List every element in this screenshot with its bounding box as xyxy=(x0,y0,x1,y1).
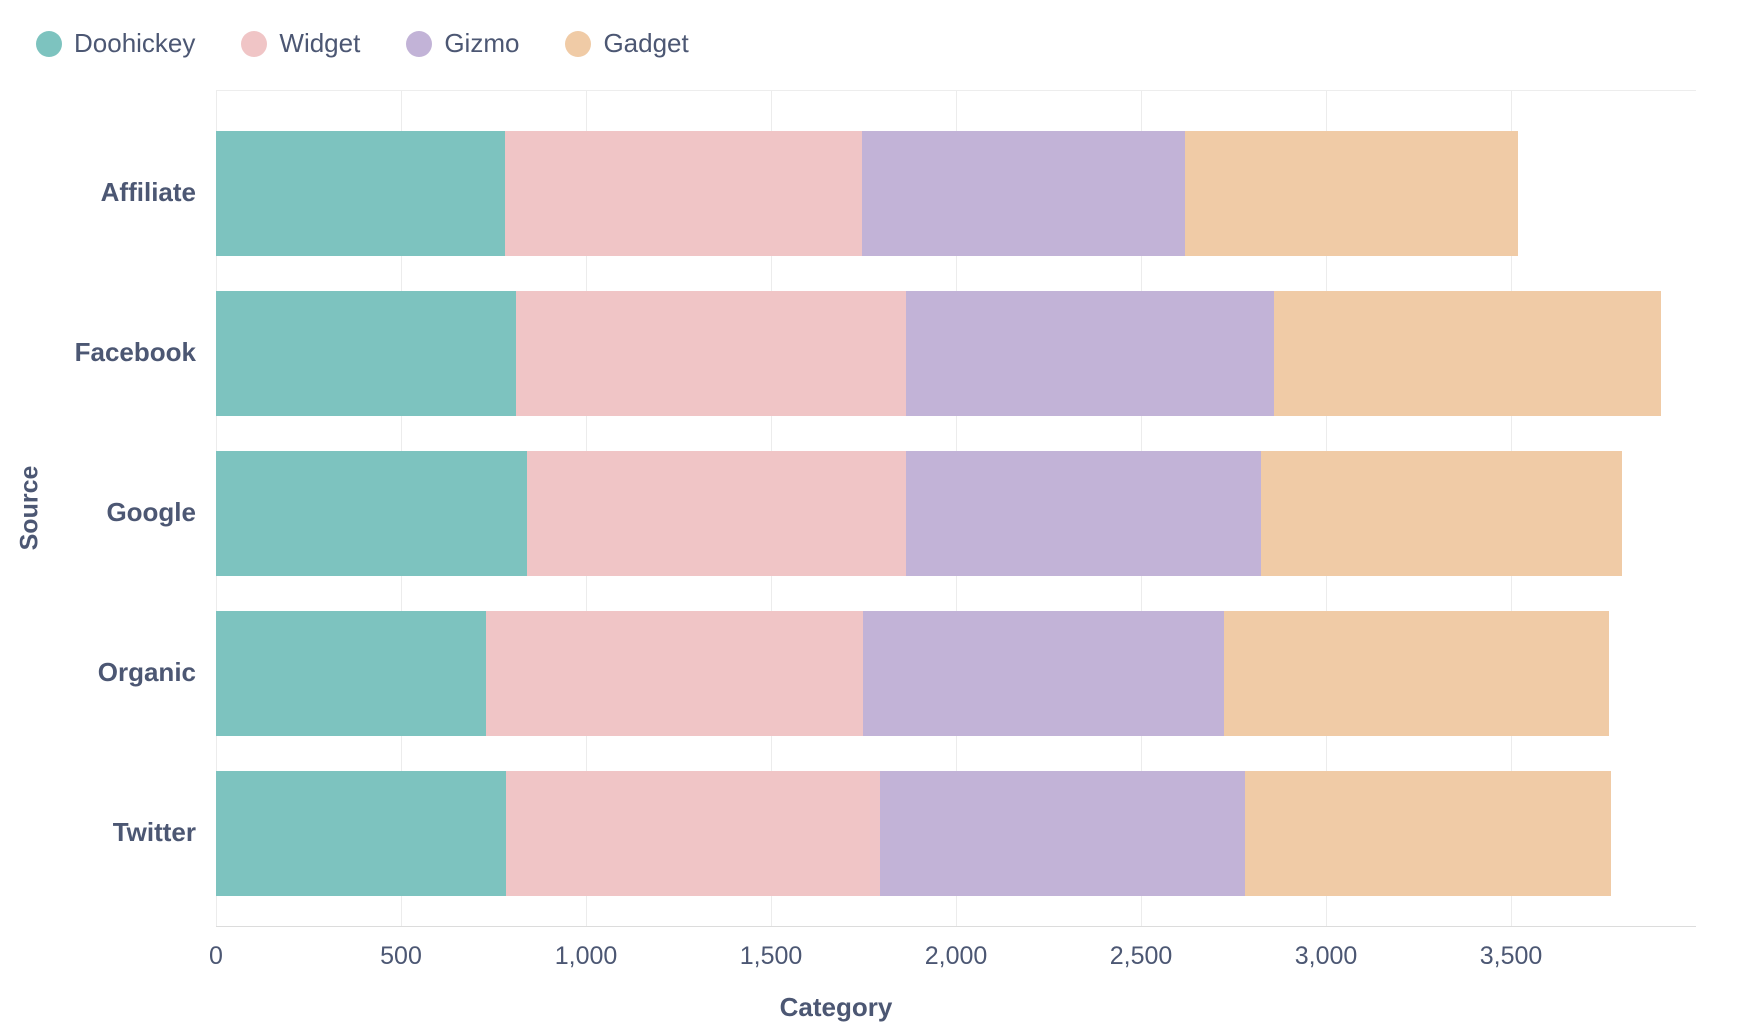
bar-row-affiliate xyxy=(216,131,1696,256)
legend-label: Gizmo xyxy=(444,28,520,58)
legend-label: Doohickey xyxy=(74,28,196,58)
bar-segment-google-doohickey[interactable] xyxy=(216,451,527,576)
plot-area xyxy=(216,90,1696,927)
bar-segment-facebook-gadget[interactable] xyxy=(1274,291,1661,416)
x-tick-label-3500: 3,500 xyxy=(1479,942,1543,970)
bar-segment-organic-gizmo[interactable] xyxy=(863,611,1225,736)
bar-row-google xyxy=(216,451,1696,576)
y-axis-label-google: Google xyxy=(106,497,196,527)
x-axis-title: Category xyxy=(779,992,893,1022)
legend-item-widget[interactable]: Widget xyxy=(241,28,360,59)
x-tick-label-2000: 2,000 xyxy=(924,942,988,970)
legend-item-gizmo[interactable]: Gizmo xyxy=(406,28,519,59)
bar-row-organic xyxy=(216,611,1696,736)
bar-segment-facebook-widget[interactable] xyxy=(515,291,907,416)
bar-segment-organic-gadget[interactable] xyxy=(1224,611,1610,736)
legend-dot-icon xyxy=(241,30,268,57)
legend-label: Gadget xyxy=(603,28,689,58)
bar-segment-affiliate-gizmo[interactable] xyxy=(861,131,1186,256)
y-axis-label-organic: Organic xyxy=(97,657,196,687)
bar-segment-google-gadget[interactable] xyxy=(1261,451,1622,576)
y-axis-label-twitter: Twitter xyxy=(112,817,196,847)
legend-item-gadget[interactable]: Gadget xyxy=(565,28,689,59)
bar-segment-facebook-doohickey[interactable] xyxy=(216,291,516,416)
x-tick-label-500: 500 xyxy=(380,942,422,970)
x-tick-label-1000: 1,000 xyxy=(554,942,618,970)
bar-row-facebook xyxy=(216,291,1696,416)
bar-segment-twitter-widget[interactable] xyxy=(506,771,881,896)
legend: Doohickey Widget Gizmo Gadget xyxy=(36,28,689,59)
bar-segment-organic-doohickey[interactable] xyxy=(216,611,487,736)
y-axis-label-facebook: Facebook xyxy=(74,337,196,367)
legend-dot-icon xyxy=(36,30,62,57)
bar-segment-twitter-gadget[interactable] xyxy=(1244,771,1611,896)
bar-segment-google-widget[interactable] xyxy=(526,451,907,576)
bar-segment-google-gizmo[interactable] xyxy=(906,451,1262,576)
y-axis-label-affiliate: Affiliate xyxy=(100,177,196,207)
x-tick-label-1500: 1,500 xyxy=(739,942,803,970)
legend-label: Widget xyxy=(279,28,361,58)
x-tick-label-2500: 2,500 xyxy=(1109,942,1173,970)
bar-segment-twitter-doohickey[interactable] xyxy=(216,771,507,896)
bar-row-twitter xyxy=(216,771,1696,896)
bar-segment-affiliate-widget[interactable] xyxy=(504,131,862,256)
legend-dot-icon xyxy=(406,30,433,57)
bar-segment-organic-widget[interactable] xyxy=(486,611,864,736)
legend-item-doohickey[interactable]: Doohickey xyxy=(36,28,195,59)
bar-segment-affiliate-doohickey[interactable] xyxy=(216,131,505,256)
x-tick-label-0: 0 xyxy=(209,942,223,970)
bar-segment-facebook-gizmo[interactable] xyxy=(906,291,1275,416)
x-tick-label-3000: 3,000 xyxy=(1294,942,1358,970)
bar-segment-affiliate-gadget[interactable] xyxy=(1185,131,1519,256)
legend-dot-icon xyxy=(565,30,592,57)
bar-segment-twitter-gizmo[interactable] xyxy=(880,771,1245,896)
